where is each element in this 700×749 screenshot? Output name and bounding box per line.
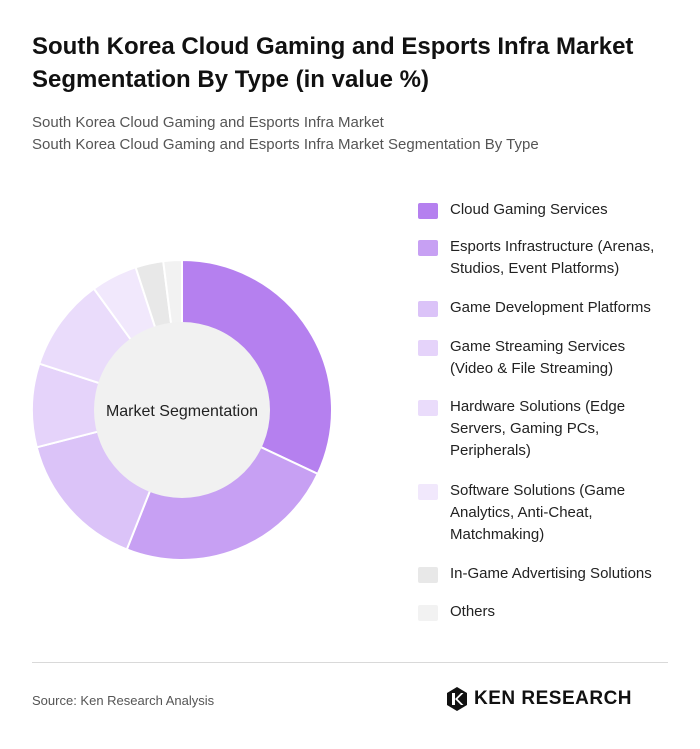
legend-label: In-Game Advertising Solutions — [450, 565, 652, 582]
legend-item: Game Streaming Services (Video & File St… — [418, 336, 680, 380]
donut-chart: Market Segmentation — [30, 258, 333, 561]
legend-label: Game Development Platforms — [450, 299, 651, 316]
subtitle-line-2: South Korea Cloud Gaming and Esports Inf… — [32, 136, 539, 153]
legend-swatch — [418, 567, 438, 583]
legend-label: Others — [450, 603, 496, 620]
legend-swatch — [418, 484, 438, 500]
chart-title: South Korea Cloud Gaming and Esports Inf… — [32, 33, 634, 93]
legend-swatch — [418, 605, 438, 621]
logo-text: KEN RESEARCH — [474, 688, 633, 709]
legend-label: Software Solutions (Game Analytics, Anti… — [450, 482, 626, 543]
legend-item: Esports Infrastructure (Arenas, Studios,… — [418, 236, 680, 280]
center-label: Market Segmentation — [106, 403, 258, 420]
legend-label: Hardware Solutions (Edge Servers, Gaming… — [450, 398, 626, 459]
legend-swatch — [418, 301, 438, 317]
subtitle-line-1: South Korea Cloud Gaming and Esports Inf… — [32, 114, 384, 131]
divider — [32, 662, 668, 663]
legend-item: Cloud Gaming Services — [418, 199, 680, 221]
donut-hole — [94, 322, 270, 498]
legend-swatch — [418, 340, 438, 356]
legend-item: Software Solutions (Game Analytics, Anti… — [418, 480, 680, 546]
legend-swatch — [418, 400, 438, 416]
ken-research-logo: KEN RESEARCH — [446, 686, 632, 712]
legend-item: Others — [418, 601, 680, 623]
legend-label: Cloud Gaming Services — [450, 201, 608, 218]
legend-label: Game Streaming Services (Video & File St… — [450, 338, 626, 377]
logo-mark-icon — [447, 687, 467, 711]
legend-item: Game Development Platforms — [418, 297, 680, 319]
legend-swatch — [418, 203, 438, 219]
legend-label: Esports Infrastructure (Arenas, Studios,… — [450, 238, 655, 277]
legend-item: Hardware Solutions (Edge Servers, Gaming… — [418, 396, 680, 462]
legend-item: In-Game Advertising Solutions — [418, 563, 680, 585]
legend-swatch — [418, 240, 438, 256]
source-note: Source: Ken Research Analysis — [32, 693, 215, 708]
subtitle: South Korea Cloud Gaming and Esports Inf… — [32, 112, 672, 156]
